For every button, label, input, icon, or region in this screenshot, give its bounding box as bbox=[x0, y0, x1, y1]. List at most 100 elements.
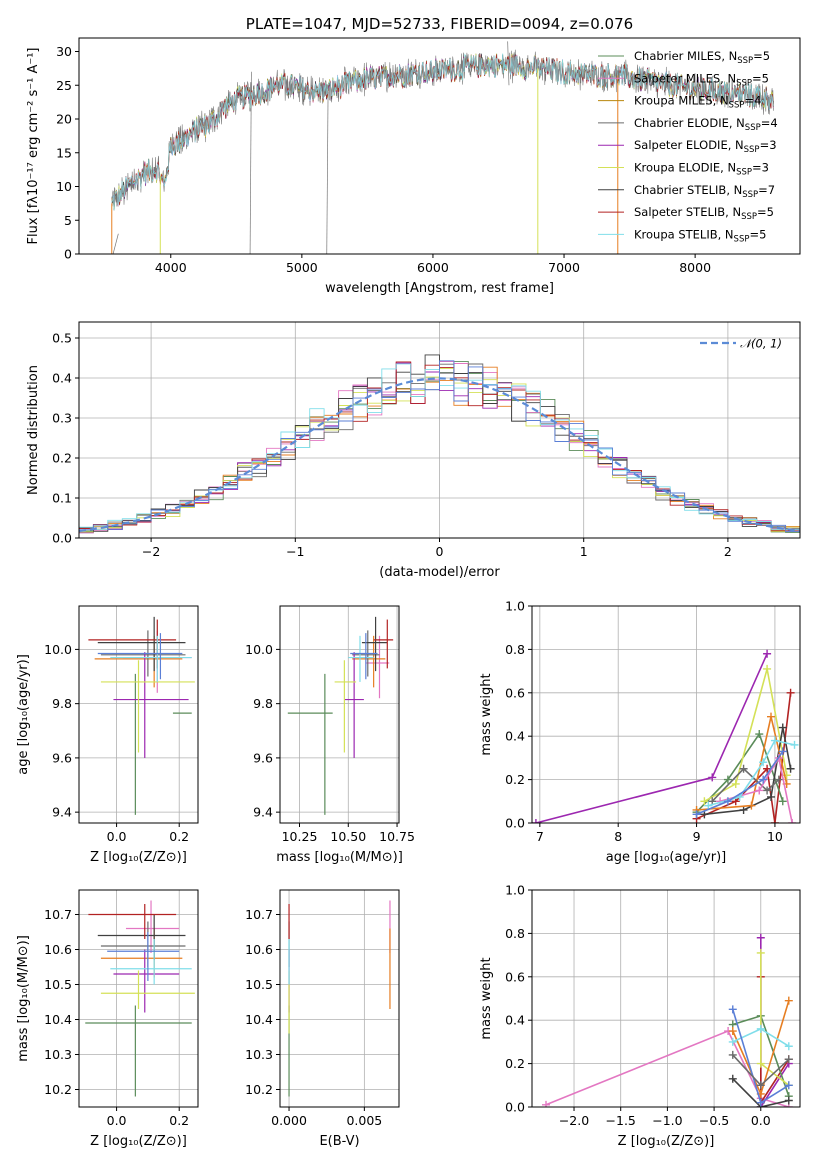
weight-point-marker bbox=[763, 664, 772, 673]
x-tick-label: 9 bbox=[693, 829, 701, 844]
x-axis-label: mass [log₁₀(M/M⊙)] bbox=[276, 850, 403, 865]
y-tick-label: 1.0 bbox=[505, 883, 525, 898]
y-tick-label: 25 bbox=[56, 78, 72, 93]
x-tick-label: 0.2 bbox=[169, 1113, 189, 1128]
legend-entry-main: Chabrier STELIB, N bbox=[634, 183, 742, 197]
x-tick-label: 1 bbox=[580, 544, 588, 559]
legend-entry: Kroupa MILES, NSSP=4 bbox=[634, 94, 761, 111]
y-tick-label: 10.2 bbox=[245, 1082, 273, 1097]
legend-entry-sub: SSP bbox=[736, 78, 752, 88]
weight-point-marker bbox=[755, 786, 764, 795]
legend-entry-suffix: =5 bbox=[753, 49, 770, 63]
gaussian-curve bbox=[79, 377, 800, 533]
weight-point-marker bbox=[763, 786, 772, 795]
x-tick-label: 6000 bbox=[417, 260, 449, 275]
y-tick-label: 0.6 bbox=[505, 969, 525, 984]
plot-area bbox=[88, 616, 195, 815]
y-tick-label: 15 bbox=[56, 145, 72, 160]
y-tick-label: 9.6 bbox=[52, 750, 72, 765]
weight-point-marker bbox=[708, 773, 717, 782]
axes-frame bbox=[78, 889, 199, 1108]
plot-area bbox=[288, 900, 391, 1097]
y-tick-label: 9.4 bbox=[52, 805, 72, 820]
x-tick-label: 7 bbox=[536, 829, 544, 844]
y-tick-label: 10.5 bbox=[44, 977, 72, 992]
x-tick-label: 0.0 bbox=[107, 829, 127, 844]
weight-point-marker bbox=[728, 1037, 737, 1046]
x-tick-label: 10.25 bbox=[282, 829, 318, 844]
weight-point-marker bbox=[739, 764, 748, 773]
y-tick-label: 0.1 bbox=[52, 491, 72, 506]
legend-entry-main: Chabrier ELODIE, N bbox=[634, 116, 745, 130]
legend-entry-suffix: =4 bbox=[744, 94, 761, 108]
legend-entry: Chabrier ELODIE, NSSP=4 bbox=[634, 116, 778, 133]
weight-point-marker bbox=[767, 712, 776, 721]
weight-point-marker bbox=[763, 764, 772, 773]
weight-line bbox=[545, 1029, 790, 1107]
weight-point-marker bbox=[532, 819, 540, 823]
legend-entry: Salpeter ELODIE, NSSP=3 bbox=[634, 138, 777, 155]
legend-entry-suffix: =7 bbox=[758, 183, 775, 197]
weight-point-marker bbox=[728, 1027, 737, 1036]
weight-point-marker bbox=[770, 819, 779, 823]
weight-point-marker bbox=[728, 1050, 737, 1059]
legend-entry-main: Kroupa MILES, N bbox=[634, 94, 729, 108]
plot-area bbox=[287, 616, 394, 815]
panel-age-vs-mass: 10.25 10.50 10.75 9.4 9.6 9.8 10.0 mass [log₁₀(… bbox=[245, 605, 415, 865]
legend-entry-suffix: =5 bbox=[757, 205, 774, 219]
weight-point-marker bbox=[747, 801, 756, 810]
panel-mass-vs-Z: 0.0 0.2 10.2 10.3 10.4 10.5 10.6 10.7 Z [log₁₀(Z… bbox=[16, 889, 199, 1149]
weight-point-marker bbox=[723, 775, 732, 784]
weight-point-marker bbox=[704, 801, 713, 810]
y-axis-label: mass [log₁₀(M/M⊙)] bbox=[16, 935, 31, 1062]
legend-entry-sub: SSP bbox=[741, 212, 757, 222]
y-tick-label: 10.0 bbox=[245, 642, 273, 657]
panel-residuals: 𝒩(0, 1) −2 −1 0 1 2 0.0 0.1 0.2 0.3 0.4 0.5 (data-mo… bbox=[26, 321, 801, 580]
y-tick-label: 10 bbox=[56, 179, 72, 194]
x-tick-label: 0.005 bbox=[346, 1113, 382, 1128]
x-tick-label: 4000 bbox=[155, 260, 187, 275]
x-tick-label: 10 bbox=[767, 829, 783, 844]
x-tick-label: 5000 bbox=[286, 260, 318, 275]
x-tick-label: 2 bbox=[724, 544, 732, 559]
weight-line bbox=[732, 1078, 789, 1107]
axes-frame bbox=[78, 605, 199, 824]
x-tick-label: 7000 bbox=[548, 260, 580, 275]
model-line bbox=[111, 53, 774, 211]
weight-point-marker bbox=[774, 775, 783, 784]
weight-point-marker bbox=[759, 775, 768, 784]
y-axis-label: Flux [fλ10⁻¹⁷ erg cm⁻² s⁻¹ A⁻¹] bbox=[26, 48, 41, 245]
weight-point-marker bbox=[755, 730, 764, 739]
y-axis-label: Normed distribution bbox=[26, 365, 41, 495]
x-axis-label: E(B-V) bbox=[319, 1134, 359, 1149]
y-tick-label: 1.0 bbox=[505, 599, 525, 614]
legend-entry-main: Kroupa STELIB, N bbox=[634, 227, 734, 241]
panel-weight-vs-Z: −2.0 −1.5 −1.0 −0.5 0.0 0.0 0.2 0.4 0.6 0.8 1.0 Z [… bbox=[479, 883, 801, 1149]
y-tick-label: 10.7 bbox=[44, 907, 72, 922]
y-tick-label: 10.3 bbox=[44, 1047, 72, 1062]
legend-entry: Chabrier MILES, NSSP=5 bbox=[634, 49, 770, 66]
plot-area bbox=[532, 649, 799, 823]
y-tick-label: 0.4 bbox=[505, 1013, 525, 1028]
legend-entry-suffix: =3 bbox=[752, 161, 769, 175]
x-axis-label: wavelength [Angstrom, rest frame] bbox=[325, 281, 554, 296]
legend-entry-suffix: =5 bbox=[752, 71, 769, 85]
legend-entry-sub: SSP bbox=[744, 145, 760, 155]
plot-area bbox=[111, 41, 774, 254]
y-tick-label: 10.6 bbox=[44, 942, 72, 957]
axes-frame bbox=[531, 605, 801, 824]
weight-point-marker bbox=[756, 1024, 765, 1033]
legend-entry-main: Chabrier MILES, N bbox=[634, 49, 737, 63]
y-tick-label: 0.6 bbox=[505, 685, 525, 700]
plot-area bbox=[85, 900, 195, 1097]
panel-age-vs-Z: 0.0 0.2 9.4 9.6 9.8 10.0 Z [log₁₀(Z/Z⊙)] age [l… bbox=[16, 605, 199, 865]
legend-entry-suffix: =3 bbox=[760, 138, 777, 152]
y-tick-label: 10.7 bbox=[245, 907, 273, 922]
x-axis-label: (data-model)/error bbox=[379, 565, 500, 580]
legend-entry-sub: SSP bbox=[742, 190, 758, 200]
weight-point-marker bbox=[692, 810, 701, 819]
x-tick-label: 0.2 bbox=[169, 829, 189, 844]
legend-entry: 𝒩(0, 1) bbox=[740, 337, 782, 351]
